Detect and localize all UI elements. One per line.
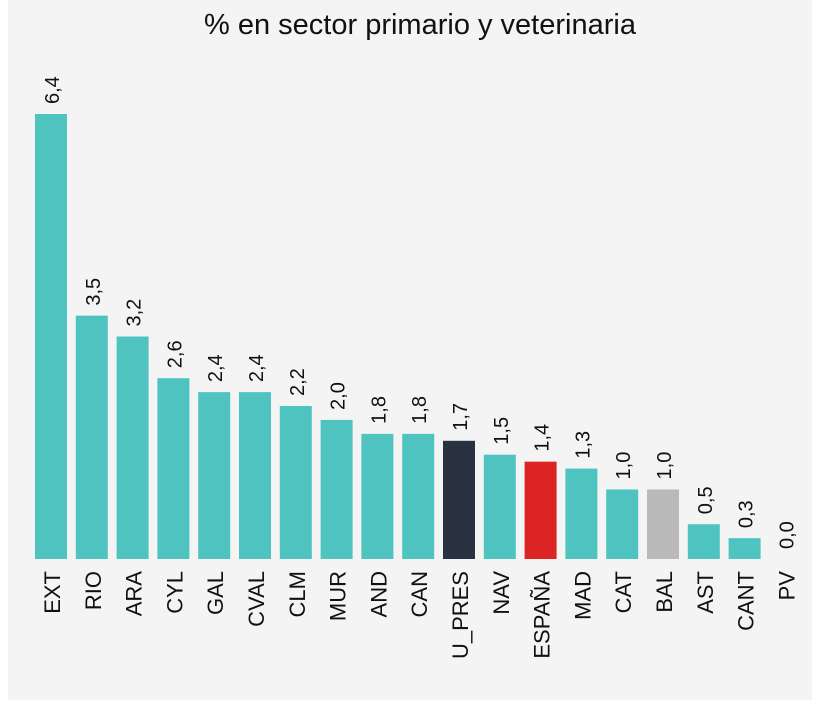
x-tick-label: PV xyxy=(774,571,799,601)
bar xyxy=(606,489,639,559)
x-tick-label: CANT xyxy=(734,571,759,631)
bar xyxy=(35,114,67,559)
bar xyxy=(402,433,435,559)
x-tick-label: NAV xyxy=(489,571,514,615)
data-label: 1,5 xyxy=(491,417,513,445)
x-tick-label: CYL xyxy=(162,571,187,614)
x-tick-label: CAT xyxy=(611,571,636,613)
data-label: 2,0 xyxy=(328,382,350,410)
bar xyxy=(75,315,108,559)
x-tick-label: MAD xyxy=(570,571,595,620)
data-label: 2,2 xyxy=(287,368,309,396)
bar xyxy=(728,538,761,559)
x-tick-label: U_PRES xyxy=(448,571,473,659)
x-tick-label: CLM xyxy=(285,571,310,617)
data-label: 1,7 xyxy=(450,403,472,431)
bar xyxy=(279,406,312,559)
x-tick-label: CAN xyxy=(407,571,432,617)
x-tick-label: GAL xyxy=(203,571,228,615)
bar xyxy=(443,440,475,559)
data-label: 1,8 xyxy=(409,396,431,424)
data-label: 1,4 xyxy=(532,424,554,452)
data-label: 1,8 xyxy=(368,396,390,424)
data-label: 3,2 xyxy=(124,299,146,327)
bar xyxy=(320,419,353,559)
bar xyxy=(116,336,149,559)
data-label: 0,0 xyxy=(776,521,798,549)
data-label: 2,4 xyxy=(205,354,227,382)
data-label: 0,5 xyxy=(695,486,717,514)
bar xyxy=(687,524,720,559)
bar xyxy=(157,378,190,559)
x-tick-label: ARA xyxy=(122,571,147,617)
x-tick-label: MUR xyxy=(326,571,351,621)
bar xyxy=(565,468,598,559)
bar xyxy=(647,489,679,559)
x-tick-label: AND xyxy=(366,571,391,617)
bar xyxy=(239,392,271,559)
data-label: 1,0 xyxy=(613,452,635,480)
x-tick-label: RIO xyxy=(81,571,106,610)
data-label: 2,4 xyxy=(246,354,268,382)
bar xyxy=(361,433,394,559)
data-label: 3,5 xyxy=(83,278,105,306)
data-label: 6,4 xyxy=(42,76,64,104)
x-tick-label: CVAL xyxy=(244,571,269,627)
x-tick-label: EXT xyxy=(40,571,65,614)
data-label: 1,0 xyxy=(654,452,676,480)
x-tick-label: ESPAÑA xyxy=(530,571,555,659)
data-label: 2,6 xyxy=(164,340,186,368)
data-label: 1,3 xyxy=(572,431,594,459)
chart-title: % en sector primario y veterinaria xyxy=(204,9,637,41)
data-label: 0,3 xyxy=(736,500,758,528)
x-tick-label: AST xyxy=(693,571,718,614)
bar xyxy=(198,392,231,559)
x-tick-label: BAL xyxy=(652,571,677,613)
bar xyxy=(524,461,557,559)
bar xyxy=(483,454,516,559)
